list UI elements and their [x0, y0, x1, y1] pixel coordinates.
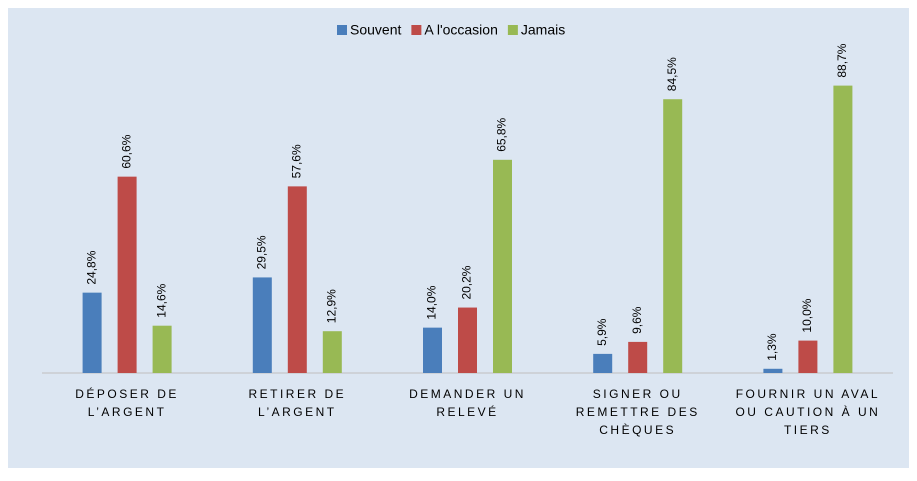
- data-label: 24,8%: [84, 250, 98, 284]
- data-label: 84,5%: [665, 57, 679, 91]
- x-tick-label: DÉPOSER DE L’ARGENT: [75, 386, 179, 419]
- x-tick-line: SIGNER OU: [593, 387, 683, 401]
- legend-swatch: [337, 25, 347, 35]
- x-tick-label: RETIRER DE L’ARGENT: [248, 387, 346, 419]
- legend-swatch: [507, 25, 518, 35]
- x-tick-line: RELEVÉ: [436, 404, 498, 419]
- x-tick-line: OU CAUTION À UN: [735, 404, 880, 419]
- bar: [798, 340, 818, 373]
- bar: [117, 176, 137, 373]
- x-tick-line: CHÈQUES: [599, 422, 676, 437]
- data-label: 10,0%: [800, 298, 814, 332]
- bar: [763, 368, 783, 373]
- data-label: 57,6%: [289, 144, 303, 178]
- bar: [82, 292, 102, 373]
- chart-background: [8, 8, 909, 468]
- data-label: 65,8%: [495, 117, 509, 151]
- data-label: 29,5%: [254, 235, 268, 269]
- data-label: 12,9%: [324, 289, 338, 323]
- bar: [593, 353, 613, 373]
- legend-label: A l'occasion: [424, 22, 498, 38]
- x-tick-line: L’ARGENT: [88, 405, 167, 419]
- legend-swatch: [411, 25, 422, 35]
- data-label: 60,6%: [119, 134, 133, 168]
- bar: [833, 85, 853, 373]
- x-tick-label: FOURNIR UN AVAL OU CAUTION À UN TIERS: [735, 387, 880, 437]
- legend-label: Souvent: [350, 22, 401, 38]
- bar: [423, 327, 442, 373]
- bar: [493, 159, 512, 373]
- x-tick-line: DÉPOSER DE: [75, 386, 179, 401]
- x-tick-line: REMETTRE DES: [576, 405, 700, 419]
- x-tick-label: DEMANDER UN RELEVÉ: [409, 387, 526, 419]
- data-label: 20,2%: [460, 265, 474, 299]
- bar: [252, 277, 272, 373]
- data-label: 1,3%: [765, 333, 779, 361]
- x-tick-line: FOURNIR UN AVAL: [736, 387, 880, 401]
- x-tick-line: TIERS: [784, 423, 832, 437]
- x-tick-line: L’ARGENT: [258, 405, 337, 419]
- bar: [152, 325, 172, 373]
- data-label: 14,6%: [154, 283, 168, 317]
- data-label: 9,6%: [630, 306, 644, 334]
- bar: [287, 186, 307, 373]
- bar: [663, 99, 683, 373]
- bar: [628, 341, 648, 373]
- bar: [322, 331, 342, 373]
- x-tick-line: RETIRER DE: [248, 387, 346, 401]
- legend-label: Jamais: [521, 22, 565, 38]
- x-tick-line: DEMANDER UN: [409, 387, 526, 401]
- x-tick-label: SIGNER OU REMETTRE DES CHÈQUES: [576, 387, 700, 437]
- data-label: 5,9%: [595, 318, 609, 346]
- data-label: 88,7%: [835, 43, 849, 77]
- bar: [458, 307, 477, 373]
- data-label: 14,0%: [425, 285, 439, 319]
